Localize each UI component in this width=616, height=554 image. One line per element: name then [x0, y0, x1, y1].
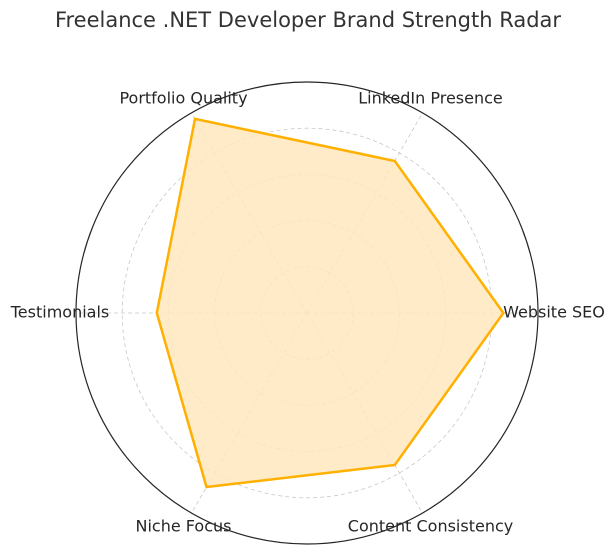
axis-label: Testimonials [10, 303, 110, 322]
axis-label: Portfolio Quality [119, 89, 247, 108]
chart-title: Freelance .NET Developer Brand Strength … [55, 8, 561, 32]
axis-label: LinkedIn Presence [358, 89, 503, 108]
axis-label: Niche Focus [136, 516, 232, 535]
axis-label: Content Consistency [348, 516, 513, 535]
radar-area [155, 117, 505, 489]
outer-frame [75, 81, 539, 545]
axis-label: Website SEO [503, 303, 605, 322]
